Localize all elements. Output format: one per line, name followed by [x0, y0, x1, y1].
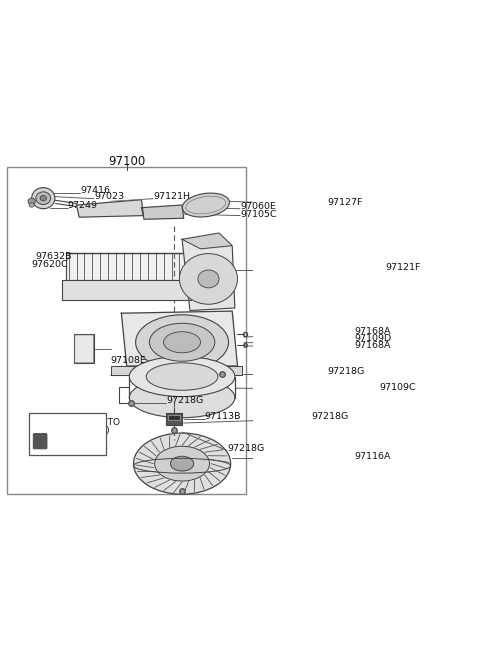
Text: 97023: 97023: [94, 192, 124, 201]
Ellipse shape: [133, 433, 230, 494]
Ellipse shape: [146, 363, 218, 390]
Polygon shape: [142, 205, 184, 219]
Text: 97168A: 97168A: [355, 327, 391, 336]
Ellipse shape: [182, 193, 229, 217]
Bar: [168, 415, 180, 420]
Polygon shape: [182, 239, 235, 310]
Text: 97121H: 97121H: [153, 192, 190, 201]
Text: 97109D: 97109D: [355, 334, 392, 343]
Text: 97113B: 97113B: [205, 412, 241, 421]
Text: 97127F: 97127F: [327, 198, 362, 207]
Text: 97168A: 97168A: [355, 341, 391, 350]
Polygon shape: [121, 311, 238, 366]
Ellipse shape: [136, 315, 228, 370]
Ellipse shape: [40, 195, 47, 201]
Ellipse shape: [198, 270, 219, 288]
Bar: [74, 335, 94, 363]
Text: 97632B: 97632B: [36, 252, 72, 260]
Text: 97060E: 97060E: [240, 202, 276, 211]
Text: 97218G: 97218G: [227, 444, 264, 453]
Ellipse shape: [170, 456, 194, 471]
Ellipse shape: [36, 192, 51, 205]
Text: 97100: 97100: [108, 155, 145, 168]
Ellipse shape: [180, 254, 238, 304]
Text: 97218G: 97218G: [312, 412, 348, 421]
Ellipse shape: [28, 198, 36, 205]
Polygon shape: [182, 233, 232, 249]
Text: (FULL AUTO: (FULL AUTO: [68, 419, 120, 428]
Text: 97416: 97416: [80, 186, 110, 195]
Text: 97109C: 97109C: [379, 383, 416, 392]
FancyBboxPatch shape: [29, 413, 106, 455]
Ellipse shape: [164, 332, 201, 353]
Ellipse shape: [32, 188, 55, 209]
Ellipse shape: [29, 203, 34, 207]
FancyBboxPatch shape: [33, 434, 47, 449]
Text: 97105C: 97105C: [240, 209, 277, 218]
Text: 97249: 97249: [68, 201, 97, 210]
Ellipse shape: [149, 323, 215, 361]
Text: 97176E: 97176E: [50, 437, 84, 446]
Text: 97121F: 97121F: [385, 263, 420, 272]
Text: A/CON): A/CON): [78, 426, 110, 435]
Bar: [111, 366, 242, 375]
Ellipse shape: [129, 378, 235, 418]
Bar: [66, 253, 187, 280]
Polygon shape: [76, 200, 144, 217]
Ellipse shape: [129, 356, 235, 397]
Text: 97116A: 97116A: [355, 452, 391, 461]
Ellipse shape: [155, 446, 210, 481]
Text: 97108E: 97108E: [111, 356, 147, 365]
Bar: [166, 413, 182, 425]
Text: 97218G: 97218G: [166, 396, 204, 405]
Text: 97620C: 97620C: [32, 260, 68, 269]
Text: 97218G: 97218G: [327, 367, 364, 377]
Bar: [62, 280, 191, 300]
